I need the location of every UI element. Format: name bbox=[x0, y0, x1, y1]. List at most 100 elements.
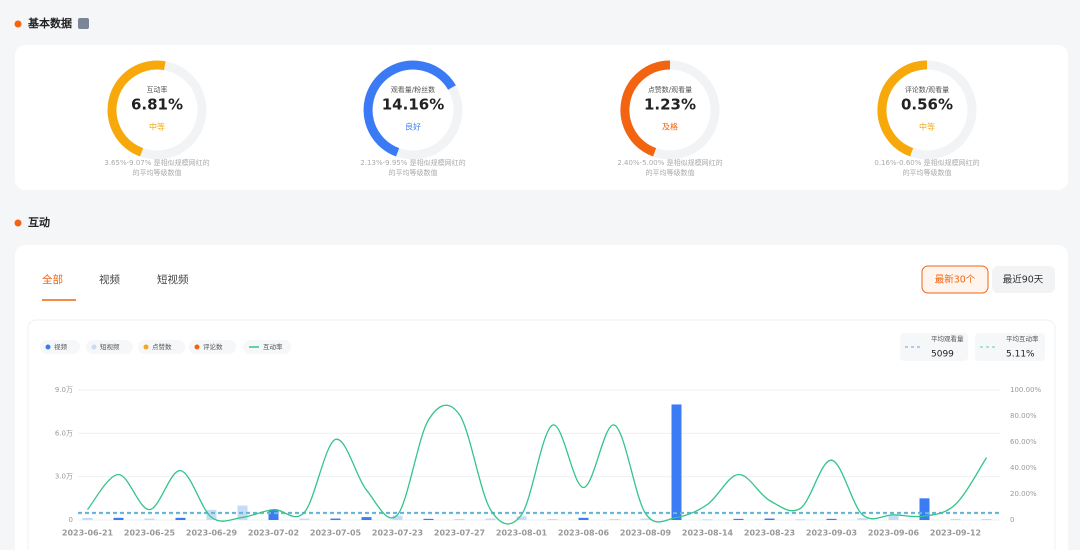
y2-tick-label: 100.00% bbox=[1010, 386, 1041, 394]
x-tick-label: 2023-06-21 bbox=[62, 529, 114, 538]
x-tick-label: 2023-08-06 bbox=[558, 529, 610, 538]
bar bbox=[144, 518, 155, 520]
bar bbox=[330, 518, 341, 520]
stat-box bbox=[975, 333, 1045, 361]
metric-note: 2.13%-9.95% 是相似规模网红的 bbox=[360, 158, 465, 167]
legend-label: 视频 bbox=[54, 342, 68, 351]
section-dot bbox=[14, 20, 22, 28]
stat-label: 平均观看量 bbox=[931, 334, 964, 343]
legend-symbol bbox=[143, 344, 149, 350]
tab[interactable]: 视频 bbox=[99, 273, 120, 286]
x-tick-label: 2023-08-09 bbox=[620, 529, 672, 538]
tab[interactable]: 短视频 bbox=[157, 273, 189, 286]
bar bbox=[919, 498, 930, 520]
section-dot bbox=[14, 219, 22, 227]
x-tick-label: 2023-08-23 bbox=[744, 529, 795, 538]
chart-panel bbox=[27, 319, 1056, 550]
y-tick-label: 3.0万 bbox=[55, 473, 73, 481]
bar bbox=[733, 518, 744, 520]
bar bbox=[640, 518, 651, 520]
bar bbox=[547, 518, 558, 520]
bar bbox=[795, 519, 806, 521]
section-title: 互动 bbox=[28, 215, 50, 229]
x-tick-label: 2023-09-03 bbox=[806, 529, 857, 538]
y-tick-label: 9.0万 bbox=[55, 386, 73, 394]
gauge-arc bbox=[107, 60, 166, 157]
metric-rating: 中等 bbox=[919, 122, 935, 132]
metric-label: 观看量/粉丝数 bbox=[391, 85, 435, 94]
bar bbox=[609, 518, 620, 520]
x-tick-label: 2023-09-12 bbox=[930, 529, 981, 538]
metric-value: 6.81% bbox=[131, 96, 183, 114]
y-tick-label: 0 bbox=[69, 516, 73, 524]
bar bbox=[113, 517, 124, 520]
x-tick-label: 2023-07-05 bbox=[310, 529, 362, 538]
bar bbox=[950, 518, 961, 520]
metric-label: 点赞数/观看量 bbox=[648, 85, 692, 94]
legend-chip[interactable] bbox=[189, 340, 236, 354]
stat-label: 平均互动率 bbox=[1006, 334, 1039, 343]
legend-symbol bbox=[91, 344, 97, 350]
tab[interactable]: 全部 bbox=[42, 273, 63, 286]
legend-label: 评论数 bbox=[203, 342, 223, 351]
metric-rating: 良好 bbox=[405, 122, 421, 132]
range-label[interactable]: 最新30个 bbox=[935, 274, 976, 286]
x-tick-label: 2023-08-01 bbox=[496, 529, 548, 538]
bar bbox=[888, 515, 899, 520]
copy-icon[interactable] bbox=[78, 18, 89, 29]
y2-tick-label: 20.00% bbox=[1010, 490, 1037, 498]
bar bbox=[578, 517, 589, 520]
range-button[interactable] bbox=[992, 266, 1055, 293]
x-tick-label: 2023-08-14 bbox=[682, 529, 734, 538]
bar bbox=[826, 518, 837, 520]
stat-box bbox=[900, 333, 968, 361]
y2-tick-label: 0 bbox=[1010, 516, 1014, 524]
metric-note: 3.65%-9.07% 是相似规模网红的 bbox=[104, 158, 209, 167]
legend-chip[interactable] bbox=[86, 340, 133, 354]
metric-value: 0.56% bbox=[901, 96, 953, 114]
bar bbox=[82, 517, 93, 520]
bar bbox=[423, 518, 434, 520]
range-button-active[interactable] bbox=[921, 265, 989, 294]
range-label[interactable]: 最近90天 bbox=[1003, 274, 1044, 286]
bar bbox=[175, 517, 186, 520]
gauges bbox=[107, 60, 977, 160]
bar bbox=[981, 518, 992, 520]
legend-symbol bbox=[45, 344, 51, 350]
legend-chip[interactable] bbox=[40, 340, 80, 354]
bar bbox=[454, 518, 465, 520]
section-title: 基本数据 bbox=[27, 16, 72, 30]
bar bbox=[206, 509, 217, 520]
bar bbox=[857, 518, 868, 520]
stat-value: 5099 bbox=[931, 350, 954, 360]
legend-chip[interactable] bbox=[138, 340, 185, 354]
metric-note: 的平均等级数值 bbox=[389, 168, 438, 177]
metrics-card bbox=[15, 45, 1068, 190]
metric-note: 的平均等级数值 bbox=[133, 168, 182, 177]
gauge-arc bbox=[877, 60, 928, 157]
metric-note: 的平均等级数值 bbox=[903, 168, 952, 177]
metric-label: 互动率 bbox=[147, 85, 168, 94]
legend-label: 点赞数 bbox=[152, 342, 172, 351]
legend-chip[interactable] bbox=[243, 340, 291, 354]
y2-tick-label: 60.00% bbox=[1010, 438, 1037, 446]
x-tick-label: 2023-07-27 bbox=[434, 529, 485, 538]
gauge-arc bbox=[363, 60, 456, 157]
gauge-arc bbox=[620, 60, 671, 157]
metric-value: 1.23% bbox=[644, 96, 696, 114]
legend-symbol bbox=[194, 344, 200, 350]
stat-value: 5.11% bbox=[1006, 350, 1035, 360]
bar bbox=[361, 517, 372, 520]
bar bbox=[268, 509, 279, 520]
x-tick-label: 2023-06-25 bbox=[124, 529, 176, 538]
metric-note: 0.16%-0.60% 是相似规模网红的 bbox=[874, 158, 979, 167]
x-tick-label: 2023-06-29 bbox=[186, 529, 238, 538]
bar bbox=[671, 404, 682, 520]
metric-value: 14.16% bbox=[382, 96, 444, 114]
metric-note: 的平均等级数值 bbox=[646, 168, 695, 177]
x-tick-label: 2023-09-06 bbox=[868, 529, 920, 538]
bar bbox=[764, 518, 775, 520]
x-tick-label: 2023-07-02 bbox=[248, 529, 299, 538]
y2-tick-label: 80.00% bbox=[1010, 412, 1037, 420]
